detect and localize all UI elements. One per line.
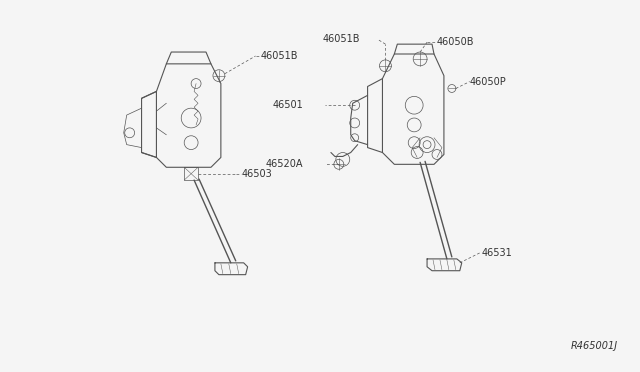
Text: 46531: 46531 bbox=[481, 248, 513, 258]
Text: 46520A: 46520A bbox=[266, 159, 303, 169]
Text: 46051B: 46051B bbox=[323, 34, 360, 44]
Text: 46501: 46501 bbox=[273, 100, 303, 110]
Text: 46050P: 46050P bbox=[470, 77, 506, 87]
Text: 46503: 46503 bbox=[242, 169, 273, 179]
Text: 46050B: 46050B bbox=[437, 37, 474, 47]
Text: R465001J: R465001J bbox=[570, 341, 618, 352]
Text: 46051B: 46051B bbox=[260, 51, 298, 61]
